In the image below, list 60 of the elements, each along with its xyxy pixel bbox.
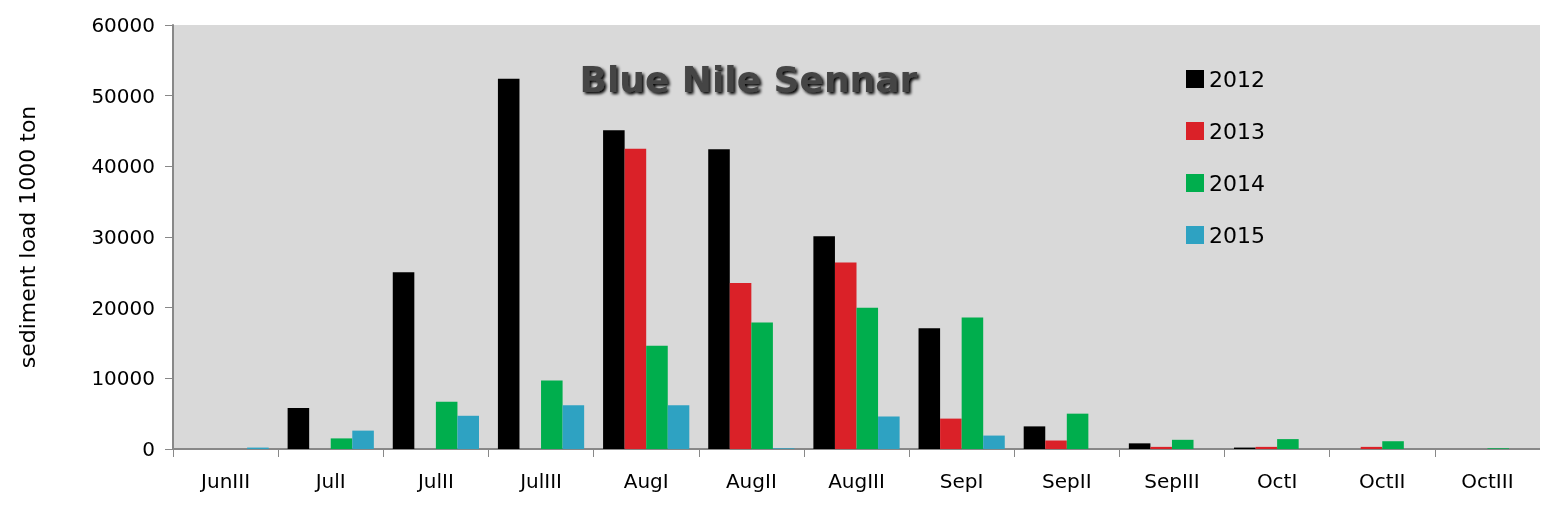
y-tick-label: 10000 xyxy=(91,366,155,391)
bar xyxy=(287,408,310,449)
bar xyxy=(1277,439,1299,449)
bar xyxy=(834,262,857,449)
legend-label: 2012 xyxy=(1209,66,1266,92)
text: Blue Nile Sennar xyxy=(579,58,918,100)
y-axis-title: sediment load 1000 ton xyxy=(14,105,40,369)
bar xyxy=(1066,413,1089,449)
x-tick-label: OctIII xyxy=(1461,469,1514,493)
x-tick-label: SepI xyxy=(939,469,984,493)
y-tick-label: 0 xyxy=(142,437,155,461)
bar xyxy=(435,401,458,449)
bar xyxy=(624,148,647,449)
bar xyxy=(708,149,730,449)
y-tick-label: 30000 xyxy=(91,225,155,249)
bar xyxy=(1171,439,1194,449)
x-tick-label: SepIII xyxy=(1144,469,1200,493)
y-tick-label: 20000 xyxy=(91,295,155,320)
x-tick-label: JulIII xyxy=(518,469,562,493)
bar xyxy=(813,236,835,449)
bar xyxy=(729,282,752,449)
bar xyxy=(562,405,585,449)
x-tick-label: JulII xyxy=(415,469,454,493)
x-tick-label: OctI xyxy=(1256,469,1298,493)
bar xyxy=(1128,443,1151,449)
bar xyxy=(457,415,479,449)
bar xyxy=(603,130,625,449)
x-tick-label: AugII xyxy=(725,469,777,493)
y-tick-label: 60000 xyxy=(91,13,155,37)
bar xyxy=(541,380,563,449)
bar xyxy=(1360,446,1383,449)
bar xyxy=(1023,426,1046,449)
x-tick-label: OctII xyxy=(1359,469,1406,493)
x-tick-label: JulI xyxy=(313,469,346,493)
bar xyxy=(352,430,374,449)
bar xyxy=(1150,446,1172,449)
bar xyxy=(1255,446,1278,449)
y-tick-label: 40000 xyxy=(91,154,155,179)
bar xyxy=(1382,441,1404,449)
x-tick-label: AugI xyxy=(623,469,669,493)
bar xyxy=(667,405,690,449)
bar xyxy=(856,307,879,449)
bar xyxy=(961,317,984,449)
bar xyxy=(497,78,520,449)
legend-label: 2014 xyxy=(1209,170,1266,196)
bar xyxy=(646,345,668,449)
bar xyxy=(918,328,941,449)
bar xyxy=(878,416,900,449)
bar xyxy=(751,322,773,449)
y-tick-label: 50000 xyxy=(91,83,155,108)
x-tick-label: AugIII xyxy=(828,469,885,493)
bar xyxy=(392,272,415,449)
bar xyxy=(1045,440,1067,449)
x-tick-label: JunIII xyxy=(199,469,251,493)
legend-label: 2013 xyxy=(1209,118,1266,144)
x-tick-label: SepII xyxy=(1042,469,1092,493)
bar xyxy=(940,418,962,449)
bar xyxy=(983,435,1005,449)
bar xyxy=(330,438,353,449)
legend-label: 2015 xyxy=(1209,222,1266,248)
